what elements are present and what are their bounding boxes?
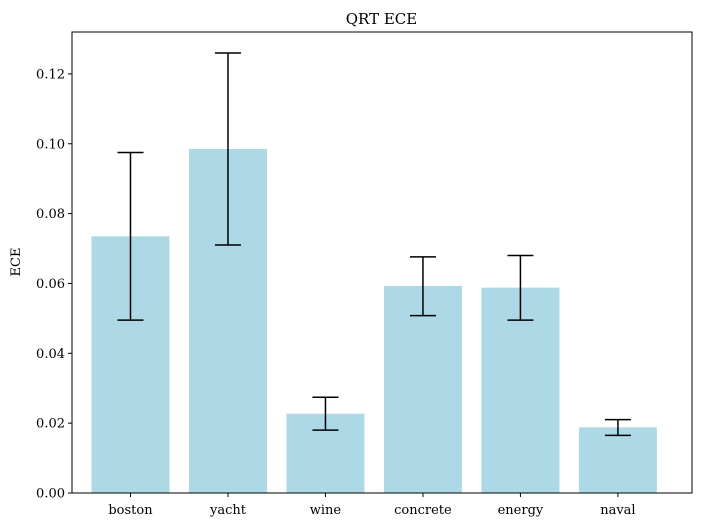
plot-frame — [71, 31, 693, 494]
bar-concrete — [383, 285, 462, 493]
bar-naval — [578, 427, 657, 493]
y-tick-label: 0.00 — [36, 487, 65, 502]
error-bar-boston — [117, 151, 144, 321]
y-axis-label: ECE — [9, 248, 24, 277]
error-bar-concrete — [409, 256, 436, 317]
x-tick-label: wine — [310, 503, 342, 518]
y-tick-label: 0.02 — [36, 417, 65, 432]
y-tick-label: 0.08 — [36, 207, 65, 222]
bars-layer — [91, 148, 657, 493]
y-tick-label: 0.12 — [36, 67, 65, 82]
error-bar-yacht — [214, 52, 241, 246]
x-tick-label: naval — [600, 503, 635, 518]
error-bar-naval — [604, 418, 631, 437]
bar-energy — [481, 287, 560, 493]
x-tick-label: boston — [108, 503, 153, 518]
y-tick-label: 0.10 — [36, 137, 65, 152]
y-tick-label: 0.06 — [36, 277, 65, 292]
error-bar-wine — [312, 396, 339, 431]
x-tick-label: yacht — [209, 503, 247, 518]
x-tick-label: energy — [498, 503, 544, 518]
y-axis: 0.00 0.02 0.04 0.06 0.08 0.10 0.12 — [36, 67, 72, 502]
error-bar-energy — [507, 254, 534, 321]
x-axis: boston yacht wine concrete energy naval — [108, 493, 636, 518]
error-bars-layer — [117, 52, 631, 437]
x-tick-label: concrete — [394, 503, 452, 518]
chart-title: QRT ECE — [346, 10, 417, 28]
y-tick-label: 0.04 — [36, 347, 65, 362]
